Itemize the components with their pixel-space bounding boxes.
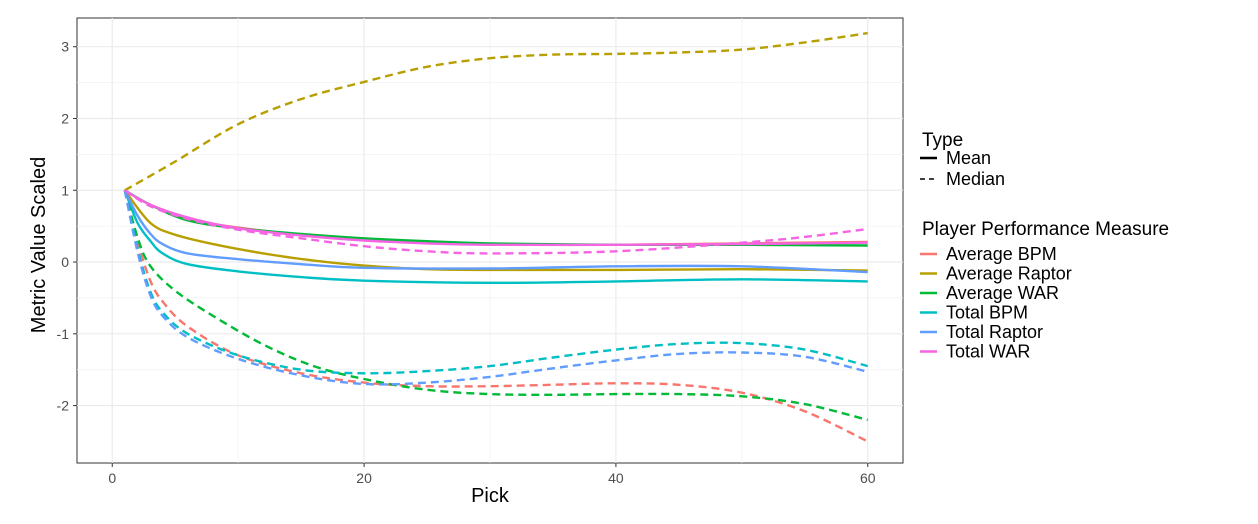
y-tick-label: -2 [57, 398, 70, 414]
x-tick-label: 0 [108, 470, 116, 486]
series-line-average-bpm-median [123, 190, 869, 443]
legend-label-total-bpm: Total BPM [946, 303, 1028, 323]
minor-grid [77, 18, 903, 463]
x-axis-title: Pick [471, 485, 510, 507]
legend-label-total-raptor: Total Raptor [946, 322, 1043, 342]
legend-type-title: Type [922, 130, 963, 151]
y-tick-label: 1 [61, 182, 69, 198]
legend-label-total-war: Total WAR [946, 342, 1030, 362]
legend-label-average-bpm: Average BPM [946, 244, 1057, 264]
y-tick-label: -1 [57, 326, 70, 342]
legend-label-average-raptor: Average Raptor [946, 264, 1072, 284]
series-line-total-war-median [124, 189, 868, 255]
y-axis-title: Metric Value Scaled [28, 157, 50, 333]
legend-measure-title: Player Performance Measure [922, 219, 1169, 240]
x-tick-label: 40 [608, 470, 624, 486]
y-tick-label: 2 [61, 110, 69, 126]
legend-label-median: Median [946, 169, 1005, 189]
y-tick-label: 0 [61, 254, 69, 270]
series-line-average-raptor-median [124, 31, 868, 192]
series-line-total-war-mean [124, 189, 868, 247]
series-line-total-bpm-mean [123, 189, 868, 285]
y-tick-label: 3 [61, 39, 69, 55]
x-tick-label: 20 [356, 470, 372, 486]
series-line-total-raptor-mean [123, 189, 868, 274]
x-axis-ticks: 0 20 40 60 [108, 463, 876, 486]
legend-label-mean: Mean [946, 148, 991, 168]
y-axis-ticks: -2 -1 0 1 2 3 [57, 39, 77, 414]
series-line-average-war-median [123, 189, 868, 422]
series-layer [123, 31, 869, 443]
series-line-total-bpm-median [123, 190, 869, 375]
legend-label-average-war: Average WAR [946, 283, 1059, 303]
series-line-total-raptor-median [123, 190, 868, 386]
series-line-average-raptor-mean [123, 189, 868, 272]
x-tick-label: 60 [860, 470, 876, 486]
